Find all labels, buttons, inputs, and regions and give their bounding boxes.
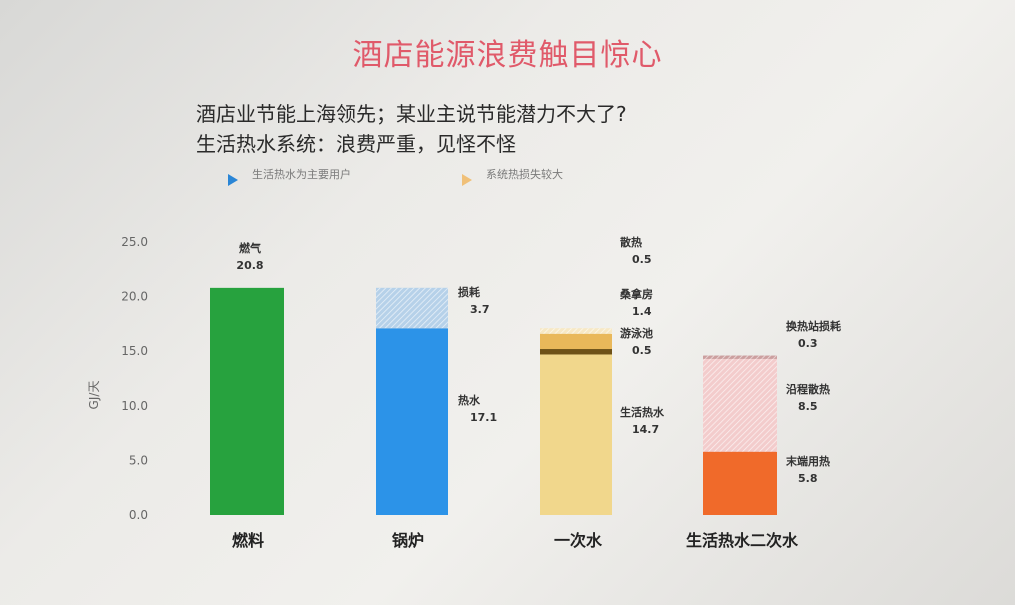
x-category-label: 一次水 <box>554 531 603 550</box>
bar-segment <box>540 354 612 515</box>
bar-segment-hatch <box>703 355 777 359</box>
bar-segment <box>703 451 777 515</box>
segment-name-label: 末端用热 <box>785 454 830 468</box>
segment-value-label: 1.4 <box>632 305 652 318</box>
segment-value-label: 0.5 <box>632 344 652 357</box>
segment-value-label: 0.3 <box>798 337 818 350</box>
y-tick-label: 20.0 <box>121 290 148 304</box>
segment-value-label: 17.1 <box>470 411 497 424</box>
y-tick-label: 15.0 <box>121 344 148 358</box>
segment-name-label: 热水 <box>458 393 481 407</box>
segment-name-label: 游泳池 <box>620 326 653 340</box>
segment-name-label: 桑拿房 <box>619 287 653 301</box>
segment-value-label: 20.8 <box>236 259 263 272</box>
bar-segment <box>540 349 612 355</box>
y-tick-label: 0.0 <box>129 508 148 522</box>
bar-segment-hatch <box>703 358 777 452</box>
legend-item-heat-loss: 系统热损失较大 <box>462 168 642 186</box>
legend-label: 系统热损失较大 <box>486 168 563 181</box>
subtitle-line-2: 生活热水系统：浪费严重，见怪不怪 <box>196 132 516 156</box>
segment-name-label: 散热 <box>620 235 642 249</box>
legend-item-hot-water-user: 生活热水为主要用户 <box>228 168 388 186</box>
x-category-label: 锅炉 <box>392 531 424 550</box>
subtitle-line-1: 酒店业节能上海领先；某业主说节能潜力不大了? <box>196 102 627 126</box>
x-category-label: 生活热水二次水 <box>686 531 799 550</box>
segment-name-label: 损耗 <box>458 285 480 299</box>
segment-value-label: 0.5 <box>632 253 652 266</box>
segment-name-label: 生活热水 <box>620 405 665 419</box>
y-tick-label: 10.0 <box>121 399 148 413</box>
segment-name-label: 燃气 <box>238 241 261 255</box>
segment-name-label: 沿程散热 <box>786 382 830 396</box>
y-axis-label: GJ/天 <box>87 381 101 410</box>
y-tick-label: 25.0 <box>121 235 148 249</box>
triangle-marker-icon <box>462 174 472 186</box>
segment-value-label: 5.8 <box>798 472 818 485</box>
segment-value-label: 3.7 <box>470 303 490 316</box>
y-tick-label: 5.0 <box>129 453 148 467</box>
bar-segment <box>210 287 284 515</box>
legend-label: 生活热水为主要用户 <box>252 168 351 181</box>
triangle-marker-icon <box>228 174 238 186</box>
segment-value-label: 8.5 <box>798 400 818 413</box>
bar-segment <box>540 333 612 350</box>
bar-segment <box>376 328 448 515</box>
bar-segment-hatch <box>376 287 448 329</box>
segment-name-label: 换热站损耗 <box>786 319 841 333</box>
bar-segment-hatch <box>540 328 612 334</box>
slide-title: 酒店能源浪费触目惊心 <box>352 38 663 73</box>
x-category-label: 燃料 <box>232 531 264 550</box>
segment-value-label: 14.7 <box>632 423 659 436</box>
